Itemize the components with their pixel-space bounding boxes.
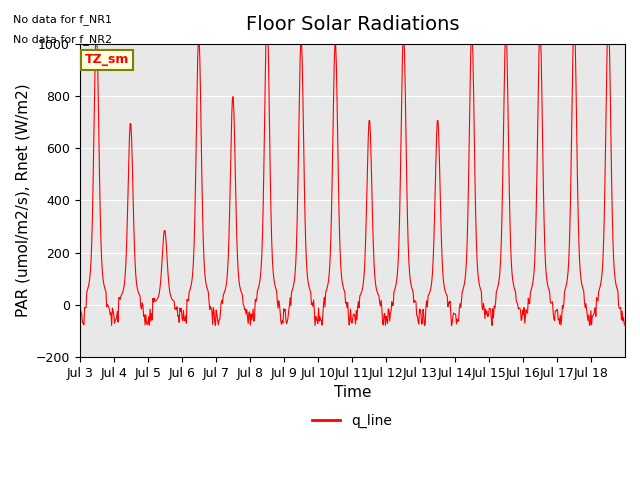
Y-axis label: PAR (umol/m2/s), Rnet (W/m2): PAR (umol/m2/s), Rnet (W/m2) bbox=[15, 84, 30, 317]
Legend: q_line: q_line bbox=[307, 408, 398, 433]
X-axis label: Time: Time bbox=[333, 385, 371, 400]
Text: No data for f_NR1: No data for f_NR1 bbox=[13, 14, 112, 25]
Title: Floor Solar Radiations: Floor Solar Radiations bbox=[246, 15, 459, 34]
Text: No data for f_NR2: No data for f_NR2 bbox=[13, 34, 112, 45]
Text: TZ_sm: TZ_sm bbox=[85, 53, 129, 66]
